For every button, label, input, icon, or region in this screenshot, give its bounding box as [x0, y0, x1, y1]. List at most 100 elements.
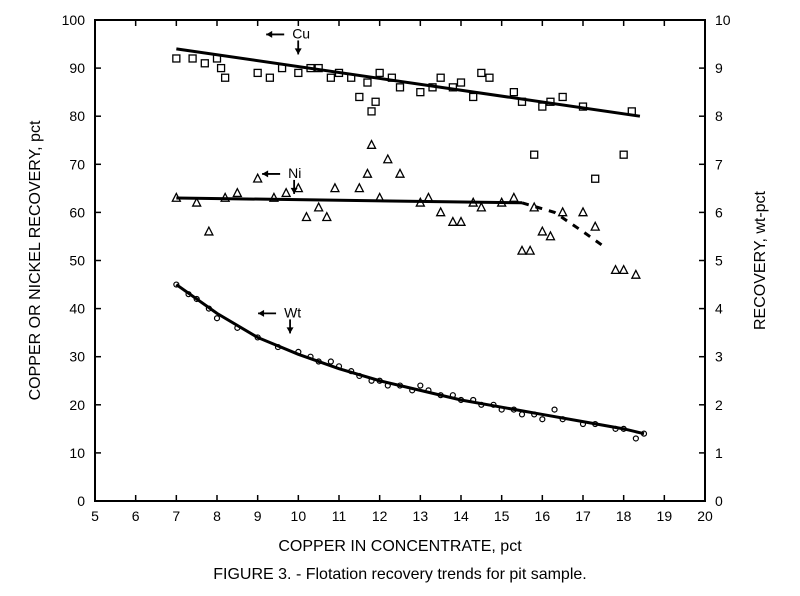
y-right-tick-label: 1	[715, 445, 723, 461]
ni-point	[437, 208, 445, 216]
ni-point	[368, 141, 376, 149]
y-right-tick-label: 5	[715, 253, 723, 269]
ni-point	[205, 227, 213, 235]
wt-point	[552, 407, 557, 412]
ni-point	[363, 169, 371, 177]
cu-point	[510, 89, 517, 96]
ni-point	[449, 218, 457, 226]
cu-point	[437, 74, 444, 81]
ni-arrow-left-head	[262, 170, 268, 177]
y-right-tick-label: 10	[715, 12, 731, 28]
x-tick-label: 8	[213, 508, 221, 524]
cu-point	[620, 151, 627, 158]
cu-point	[397, 84, 404, 91]
cu-point	[356, 93, 363, 100]
cu-point	[173, 55, 180, 62]
cu-point	[222, 74, 229, 81]
wt-arrow-left-head	[258, 310, 264, 317]
wt-arrow-down-head	[287, 327, 294, 333]
x-tick-label: 5	[91, 508, 99, 524]
cu-arrow-down-head	[295, 48, 302, 54]
ni-point	[559, 208, 567, 216]
y-left-tick-label: 40	[69, 301, 85, 317]
cu-point	[470, 93, 477, 100]
ni-point	[355, 184, 363, 192]
x-tick-label: 20	[697, 508, 713, 524]
y-right-tick-label: 8	[715, 108, 723, 124]
y-right-axis-label: RECOVERY, wt-pct	[752, 190, 769, 330]
x-tick-label: 7	[172, 508, 180, 524]
y-left-tick-label: 30	[69, 349, 85, 365]
cu-arrow-left-head	[266, 31, 272, 38]
cu-point	[486, 74, 493, 81]
cu-point	[531, 151, 538, 158]
ni-point	[302, 213, 310, 221]
x-tick-label: 16	[535, 508, 551, 524]
cu-trend-line	[176, 49, 640, 116]
ni-point	[612, 266, 620, 274]
ni-point	[396, 169, 404, 177]
wt-point	[520, 412, 525, 417]
x-tick-label: 18	[616, 508, 632, 524]
y-left-tick-label: 50	[69, 253, 85, 269]
cu-point	[539, 103, 546, 110]
y-left-tick-label: 10	[69, 445, 85, 461]
wt-trend-curve	[176, 285, 644, 434]
x-axis-label: COPPER IN CONCENTRATE, pct	[278, 538, 522, 555]
ni-point	[538, 227, 546, 235]
y-left-tick-label: 0	[77, 493, 85, 509]
ni-point	[546, 232, 554, 240]
ni-label: Ni	[288, 165, 301, 181]
x-tick-label: 17	[575, 508, 591, 524]
ni-point	[632, 270, 640, 278]
ni-point	[384, 155, 392, 163]
ni-point	[282, 189, 290, 197]
x-tick-label: 10	[291, 508, 307, 524]
ni-point	[457, 218, 465, 226]
cu-point	[218, 65, 225, 72]
y-right-tick-label: 6	[715, 204, 723, 220]
cu-point	[417, 89, 424, 96]
x-tick-label: 14	[453, 508, 469, 524]
x-tick-label: 15	[494, 508, 510, 524]
y-right-tick-label: 4	[715, 301, 723, 317]
y-left-axis-label: COPPER OR NICKEL RECOVERY, pct	[27, 120, 44, 400]
ni-point	[518, 246, 526, 254]
wt-point	[328, 359, 333, 364]
cu-point	[201, 60, 208, 67]
ni-point	[323, 213, 331, 221]
wt-point	[418, 383, 423, 388]
cu-point	[559, 93, 566, 100]
cu-point	[327, 74, 334, 81]
y-left-tick-label: 80	[69, 108, 85, 124]
y-left-tick-label: 20	[69, 397, 85, 413]
wt-label: Wt	[284, 304, 301, 320]
y-right-tick-label: 3	[715, 349, 723, 365]
y-left-tick-label: 100	[62, 12, 86, 28]
y-right-tick-label: 7	[715, 156, 723, 172]
x-tick-label: 19	[657, 508, 673, 524]
ni-point	[526, 246, 534, 254]
wt-point	[633, 436, 638, 441]
ni-point	[620, 266, 628, 274]
x-tick-label: 11	[332, 508, 347, 524]
cu-point	[592, 175, 599, 182]
cu-point	[376, 69, 383, 76]
y-left-tick-label: 90	[69, 60, 85, 76]
y-left-tick-label: 70	[69, 156, 85, 172]
y-right-tick-label: 9	[715, 60, 723, 76]
cu-label: Cu	[292, 25, 310, 41]
y-left-tick-label: 60	[69, 204, 85, 220]
ni-point	[591, 222, 599, 230]
cu-point	[254, 69, 261, 76]
wt-point	[540, 417, 545, 422]
x-tick-label: 12	[372, 508, 388, 524]
flotation-chart: 5678910111213141516171819200102030405060…	[0, 0, 800, 596]
cu-point	[364, 79, 371, 86]
ni-point	[477, 203, 485, 211]
cu-point	[458, 79, 465, 86]
x-tick-label: 6	[132, 508, 140, 524]
cu-point	[368, 108, 375, 115]
cu-point	[478, 69, 485, 76]
ni-point	[579, 208, 587, 216]
